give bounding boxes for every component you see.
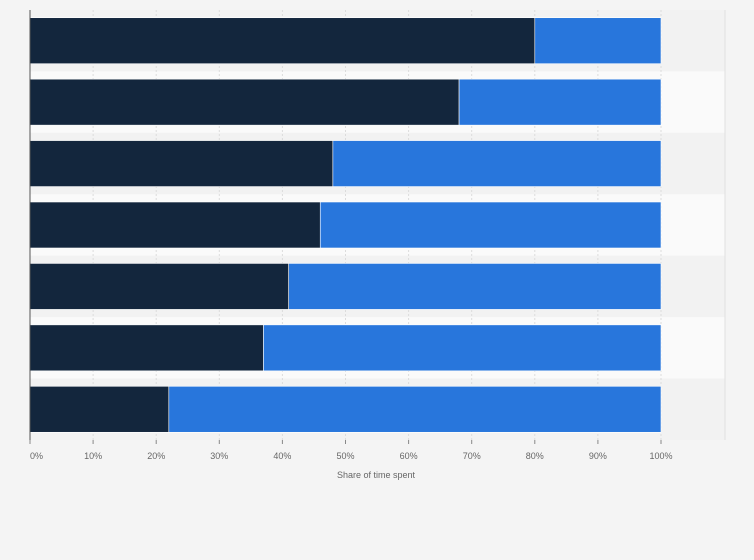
- bar-segment-1: [29, 324, 264, 372]
- bar-segment-1: [29, 140, 334, 187]
- bar-segment-2: [458, 78, 662, 126]
- bar-segment-2: [332, 140, 662, 187]
- bar-segment-2: [319, 201, 662, 249]
- bar-segment-1: [29, 263, 290, 310]
- x-tick-label: 60%: [400, 451, 418, 461]
- x-tick-label: 80%: [526, 451, 544, 461]
- x-tick-label: 20%: [147, 451, 165, 461]
- bar-segment-1: [29, 17, 536, 65]
- x-tick-label: 90%: [589, 451, 607, 461]
- x-axis-title: Share of time spent: [337, 470, 416, 480]
- bars-group: [29, 17, 662, 433]
- bar-segment-1: [29, 78, 460, 126]
- x-tick-label: 10%: [84, 451, 102, 461]
- bar-segment-1: [29, 385, 170, 433]
- bar-segment-2: [263, 324, 662, 372]
- x-tick-label: 40%: [273, 451, 291, 461]
- bar-segment-2: [168, 385, 662, 433]
- x-tick-label: 30%: [210, 451, 228, 461]
- bar-segment-1: [29, 201, 321, 249]
- x-tick-label: 0%: [30, 451, 43, 461]
- x-axis-ticks: 0% 10% 20% 30% 40% 50% 60% 70% 80% 90% 100%: [29, 440, 673, 461]
- x-tick-label: 100%: [649, 451, 672, 461]
- x-tick-label: 50%: [336, 451, 354, 461]
- bar-segment-2: [534, 17, 662, 65]
- x-tick-label: 70%: [463, 451, 481, 461]
- bar-segment-2: [288, 263, 662, 310]
